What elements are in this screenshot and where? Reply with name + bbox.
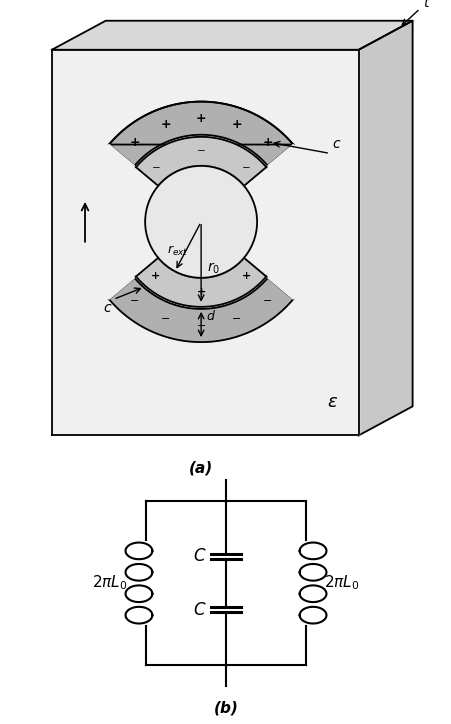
Text: d: d	[206, 310, 213, 323]
Text: −: −	[242, 163, 250, 173]
Text: −: −	[196, 146, 205, 156]
Text: −: −	[151, 163, 160, 173]
Text: +: +	[151, 271, 160, 281]
Text: −: −	[262, 296, 272, 306]
Text: $r_0$: $r_0$	[207, 261, 220, 276]
Text: c: c	[331, 138, 339, 151]
Text: +: +	[196, 287, 205, 298]
Text: C: C	[193, 601, 205, 619]
Text: +: +	[262, 136, 272, 149]
Text: $2\pi L_0$: $2\pi L_0$	[323, 573, 359, 592]
Polygon shape	[358, 21, 412, 435]
Text: (b): (b)	[213, 701, 238, 715]
Text: +: +	[231, 118, 241, 131]
Polygon shape	[81, 145, 134, 299]
Polygon shape	[52, 21, 412, 50]
Polygon shape	[52, 50, 358, 435]
Text: $\varepsilon$: $\varepsilon$	[326, 392, 337, 411]
Text: C: C	[193, 547, 205, 565]
Polygon shape	[109, 278, 293, 342]
Text: −: −	[161, 314, 170, 324]
Text: c: c	[103, 301, 111, 316]
Polygon shape	[136, 137, 266, 186]
Text: +: +	[160, 118, 170, 131]
Text: (a): (a)	[189, 460, 213, 475]
Text: +: +	[195, 111, 206, 125]
Polygon shape	[136, 258, 266, 307]
Text: +: +	[129, 136, 139, 149]
Text: $r_{ext}$: $r_{ext}$	[167, 244, 188, 258]
Text: t: t	[401, 0, 428, 25]
Polygon shape	[109, 101, 293, 166]
Text: −: −	[129, 296, 139, 306]
Text: −: −	[196, 321, 205, 330]
Polygon shape	[267, 145, 321, 299]
Circle shape	[145, 166, 257, 278]
Text: −: −	[231, 314, 241, 324]
Text: $2\pi L_0$: $2\pi L_0$	[92, 573, 128, 592]
Text: +: +	[241, 271, 250, 281]
